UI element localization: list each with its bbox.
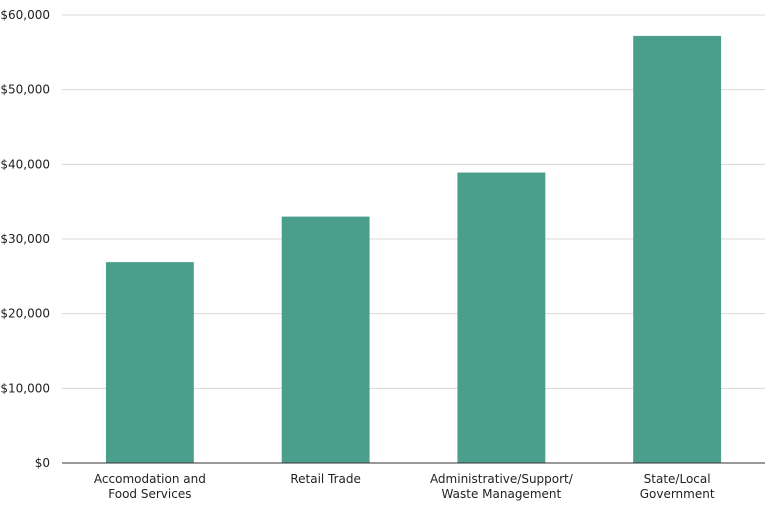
bar [281, 216, 370, 463]
y-axis-ticks: $0 $10,000 $20,000 $30,000 $40,000 $50,000 $60… [0, 8, 50, 470]
x-category-label-line: Retail Trade [290, 472, 361, 486]
x-category-label-line: Administrative/Support/ [430, 472, 574, 486]
x-category-label-line: Accomodation and [94, 472, 206, 486]
bars [105, 35, 722, 463]
x-category-label-line: Food Services [108, 487, 191, 501]
x-category-label: State/Local Government [640, 472, 715, 501]
x-category-label-line: Government [640, 487, 715, 501]
bar [105, 262, 194, 463]
bar [633, 35, 722, 463]
x-category-label: Accomodation and Food Services [94, 472, 206, 501]
bar [457, 172, 546, 463]
x-axis-labels: Accomodation and Food Services Retail Trad… [94, 472, 715, 501]
y-tick-label: $40,000 [0, 157, 50, 171]
y-tick-label: $60,000 [0, 8, 50, 22]
y-tick-label: $30,000 [0, 232, 50, 246]
x-category-label: Administrative/Support/Waste Management [430, 472, 574, 501]
x-category-label-line: State/Local [644, 472, 711, 486]
x-category-label: Retail Trade [290, 472, 361, 486]
y-tick-label: $50,000 [0, 83, 50, 97]
y-tick-label: $10,000 [0, 381, 50, 395]
x-category-label-line: Waste Management [442, 487, 562, 501]
y-tick-label: $20,000 [0, 307, 50, 321]
y-tick-label: $0 [35, 456, 50, 470]
